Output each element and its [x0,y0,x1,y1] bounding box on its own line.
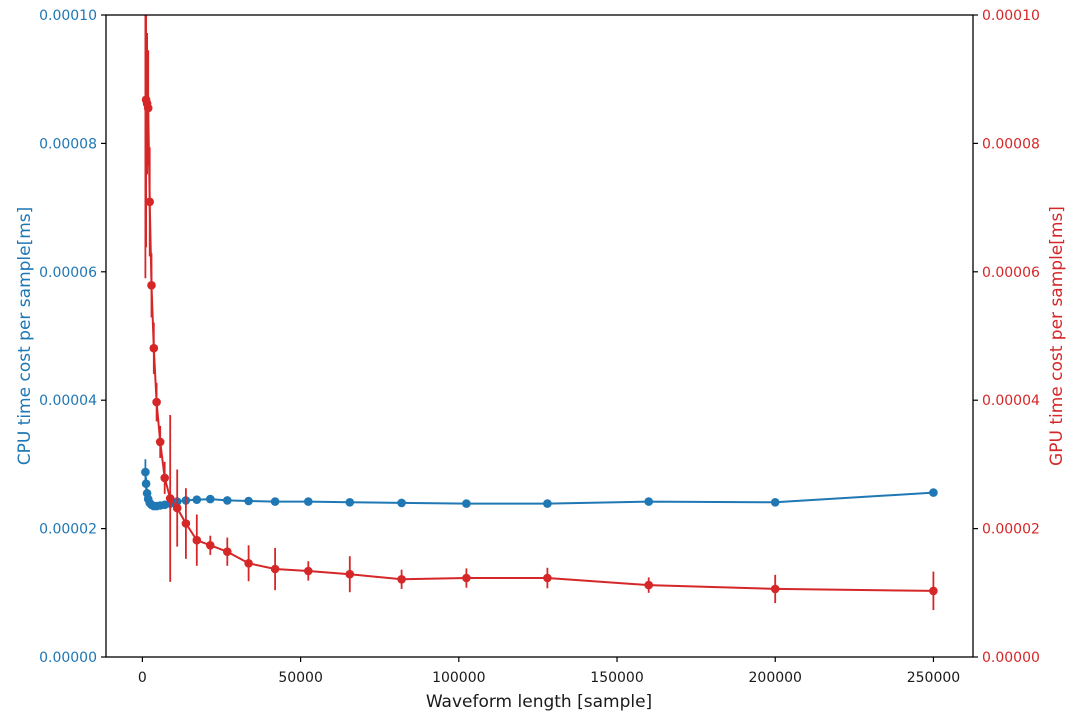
gpu-marker [244,559,253,568]
cpu-marker [397,498,406,508]
x-tick-label: 200000 [749,670,802,686]
right-y-tick-label: 0.00000 [982,650,1040,666]
gpu-marker [149,343,159,353]
gpu-marker [147,281,156,290]
x-tick-label: 150000 [590,670,643,686]
cpu-marker [192,495,202,505]
gpu-marker [462,573,471,583]
gpu-marker [143,103,153,113]
left-y-tick-label: 0.00004 [39,393,97,409]
gpu-marker [192,535,202,545]
right-y-tick-label: 0.00006 [982,265,1040,281]
left-y-tick-label: 0.00010 [39,8,97,24]
right-y-tick-label: 0.00010 [982,8,1040,24]
gpu-marker [770,584,780,594]
gpu-marker [165,494,175,503]
cpu-marker [770,498,780,507]
cpu-marker [304,497,313,506]
gpu-marker [145,197,154,207]
right-y-tick-label: 0.00002 [982,522,1040,538]
right-y-tick-label: 0.00004 [982,393,1040,409]
x-tick-label: 250000 [907,670,960,686]
cpu-marker [644,497,653,506]
cpu-marker [929,488,938,497]
cpu-marker [223,496,232,505]
gpu-marker [929,586,938,596]
cpu-series [141,459,938,511]
gpu-marker [270,564,280,574]
x-tick-label: 50000 [278,670,323,686]
gpu-series [141,15,938,611]
plot-area [141,15,938,611]
plot-border [105,14,974,658]
left-y-axis-title: CPU time cost per sample[ms] [15,207,35,466]
right-y-tick-label: 0.00008 [982,136,1040,152]
gpu-marker [345,569,355,579]
gpu-marker [181,519,191,528]
cpu-marker [270,497,280,506]
cpu-line [144,472,934,508]
right-y-axis-title: GPU time cost per sample[ms] [1047,206,1067,466]
gpu-marker [223,547,232,556]
cpu-marker [244,496,253,506]
gpu-marker [644,580,653,590]
cpu-marker [141,479,151,489]
gpu-marker [304,566,313,576]
left-y-tick-label: 0.00002 [39,522,97,538]
left-y-tick-label: 0.00008 [39,136,97,152]
gpu-marker [397,575,406,584]
left-y-tick-label: 0.00006 [39,265,97,281]
x-axis-title: Waveform length [sample] [426,692,652,712]
cpu-marker [345,498,355,507]
gpu-line [144,15,934,592]
cpu-marker [543,499,552,508]
gpu-marker [152,397,161,407]
gpu-marker [160,473,169,483]
plot-layer: 0 50000 100000 150000 200000 250000 0.00000 0.0… [39,8,1040,686]
gpu-marker [206,541,215,550]
x-tick-label: 0 [138,670,147,686]
gpu-marker [172,503,182,513]
cpu-marker [206,494,215,504]
cpu-marker [462,499,471,508]
gpu-marker [155,437,165,447]
gpu-marker [543,573,552,583]
x-tick-label: 100000 [432,670,485,686]
cpu-marker [141,467,150,477]
left-y-tick-label: 0.00000 [39,650,97,666]
